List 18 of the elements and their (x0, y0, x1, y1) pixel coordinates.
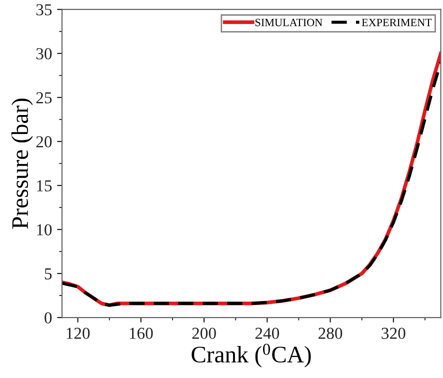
x-tick-label: 200 (192, 328, 216, 339)
y-tick-label: 0 (44, 312, 52, 324)
y-tick-label: 5 (44, 268, 52, 280)
legend-label: EXPERIMENT (362, 18, 432, 26)
x-tick-label: 280 (318, 328, 342, 339)
x-tick-label: 160 (130, 328, 153, 339)
y-tick-label: 20 (36, 136, 52, 148)
y-tick-label: 25 (36, 92, 52, 104)
y-tick-label: 30 (36, 48, 52, 60)
y-tick-label: 35 (36, 4, 52, 16)
x-tick-label: 320 (382, 328, 406, 339)
y-tick-label: 10 (37, 224, 52, 236)
y-axis-title: Pressure (bar) (11, 98, 33, 229)
y-tick-label: 15 (37, 180, 52, 192)
x-tick-label: 120 (66, 328, 90, 339)
x-tick-label: 240 (255, 328, 280, 339)
x-axis-title: Crank ($^{0}$CA) (192, 344, 311, 368)
legend-label: SIMULATION (255, 18, 322, 26)
